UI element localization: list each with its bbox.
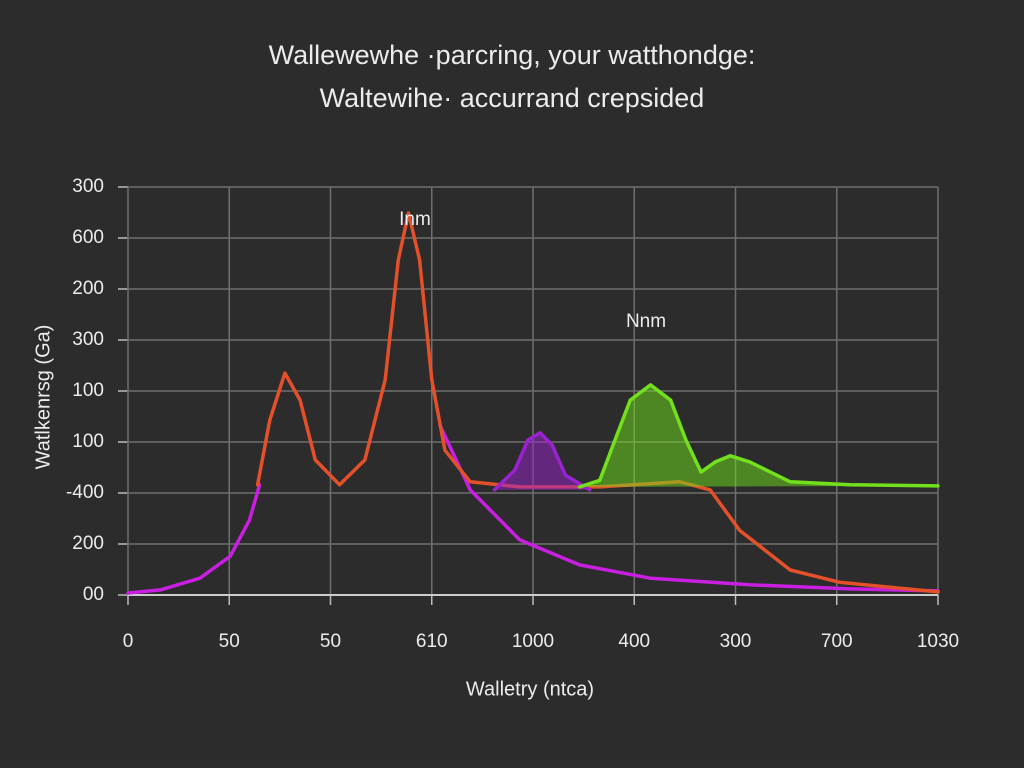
x-tick-label: 50 [219, 631, 240, 652]
line [492, 431, 592, 492]
annotation: Nnm [626, 311, 666, 332]
x-tick-label: 400 [618, 631, 650, 652]
area [579, 384, 938, 487]
y-tick-label: 100 [72, 431, 104, 452]
chart-title: Wallewewhe ·parcring, your watthondge: [269, 40, 756, 70]
y-tick-label: 100 [72, 380, 104, 401]
line [126, 423, 940, 595]
x-tick-label: 0 [123, 631, 134, 652]
x-tick-label: 300 [720, 631, 752, 652]
y-axis-label: Watlkenrsg (Ga) [32, 325, 54, 470]
y-tick-label: 200 [72, 533, 104, 554]
y-tick-label: 300 [72, 329, 104, 350]
x-tick-label: 50 [320, 631, 341, 652]
x-tick-label: 1000 [512, 631, 554, 652]
y-tick-label: 200 [72, 278, 104, 299]
x-axis-label: Walletry (ntca) [466, 678, 594, 700]
y-tick-label: -400 [66, 482, 104, 503]
line [255, 211, 940, 594]
y-tick-label: 300 [72, 176, 104, 197]
y-tick-label: 600 [72, 227, 104, 248]
x-tick-label: 610 [416, 631, 448, 652]
annotation: Inm [399, 209, 431, 230]
y-tick-label: 00 [83, 584, 104, 605]
x-tick-label: 700 [821, 631, 853, 652]
line [577, 383, 940, 489]
x-tick-label: 1030 [917, 631, 959, 652]
chart-subtitle: Waltewihe· accurrand crepsided [320, 83, 705, 113]
